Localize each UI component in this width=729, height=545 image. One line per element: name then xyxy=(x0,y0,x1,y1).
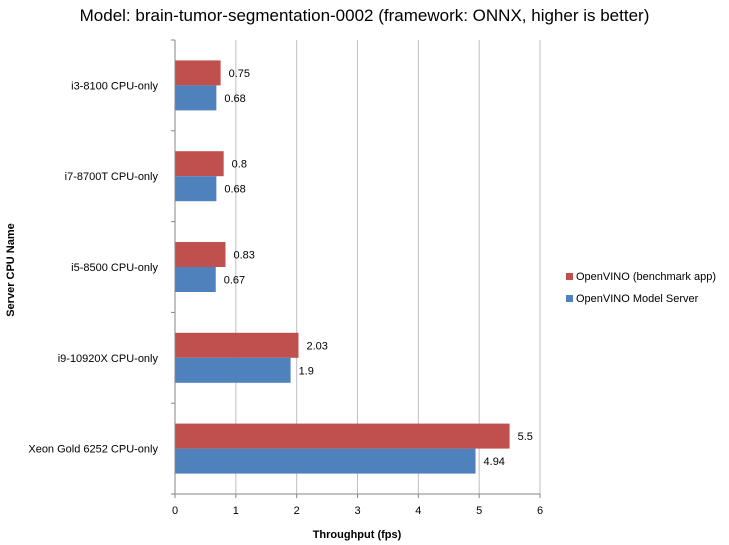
x-tick-label: 1 xyxy=(233,505,239,517)
value-label: 0.67 xyxy=(224,275,245,287)
grid-lines xyxy=(235,40,541,494)
value-label: 4.94 xyxy=(484,456,505,468)
value-label: 0.8 xyxy=(232,159,247,171)
bar xyxy=(175,332,299,358)
bar xyxy=(175,448,476,474)
x-tick-label: 3 xyxy=(354,505,360,517)
value-label: 1.9 xyxy=(299,365,314,377)
x-axis-title: Throughput (fps) xyxy=(313,529,402,541)
bar xyxy=(175,267,216,292)
bar xyxy=(175,242,226,267)
category-label: i7-8700T CPU-only xyxy=(65,171,159,183)
legend-label: OpenVINO Model Server xyxy=(576,293,699,305)
bar xyxy=(175,357,291,383)
axes xyxy=(171,39,541,498)
legend-swatch xyxy=(566,295,573,302)
bar xyxy=(175,151,224,177)
value-label: 2.03 xyxy=(306,340,327,352)
bar xyxy=(175,85,217,111)
legend-swatch xyxy=(566,273,573,280)
labels: 0 1 2 3 4 5 6 i3-8100 CPU-only 0.75 0.68 i7-8700T … xyxy=(28,68,543,517)
bar xyxy=(175,176,217,202)
value-label: 0.83 xyxy=(233,250,254,262)
x-tick-label: 5 xyxy=(476,505,482,517)
category-label: i3-8100 CPU-only xyxy=(71,80,158,92)
x-tick-label: 4 xyxy=(415,505,421,517)
category-label: i5-8500 CPU-only xyxy=(71,262,158,274)
x-tick-label: 6 xyxy=(537,505,543,517)
category-label: Xeon Gold 6252 CPU-only xyxy=(28,444,158,456)
bar xyxy=(175,423,510,449)
value-label: 0.68 xyxy=(224,93,245,105)
legend-label: OpenVINO (benchmark app) xyxy=(576,271,716,283)
x-tick-label: 2 xyxy=(294,505,300,517)
bar xyxy=(175,60,221,86)
legend: OpenVINO (benchmark app) OpenVINO Model S… xyxy=(566,271,716,305)
bars xyxy=(175,60,510,474)
value-label: 0.68 xyxy=(224,184,245,196)
category-label: i9-10920X CPU-only xyxy=(58,353,159,365)
value-label: 0.75 xyxy=(229,68,250,80)
x-tick-label: 0 xyxy=(172,505,178,517)
chart-title: Model: brain-tumor-segmentation-0002 (fr… xyxy=(79,6,650,25)
y-axis-title: Server CPU Name xyxy=(5,223,17,317)
value-label: 5.5 xyxy=(518,431,533,443)
